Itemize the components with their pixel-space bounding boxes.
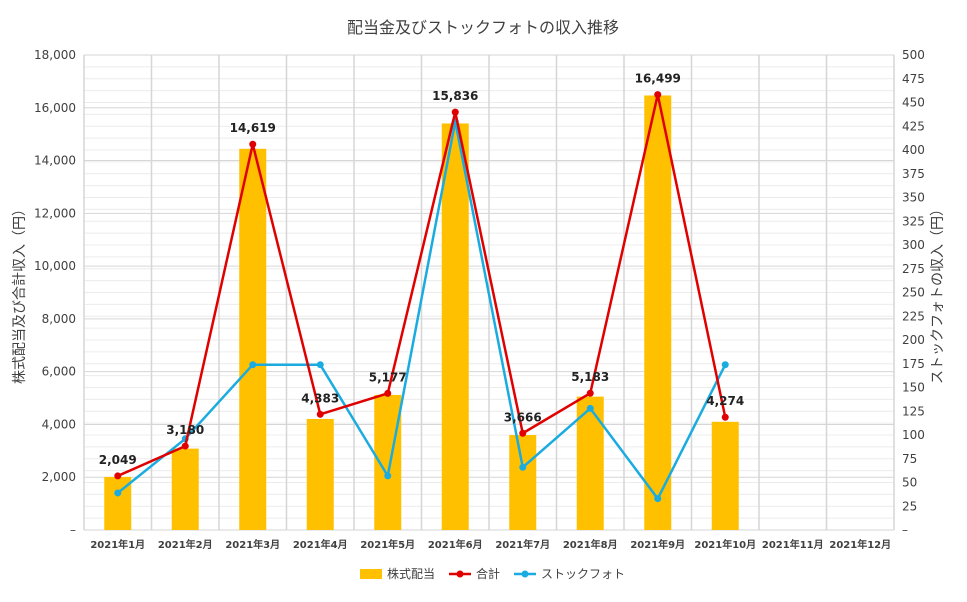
y-right-tick-label: 350 bbox=[902, 191, 925, 205]
x-category-label: 2021年6月 bbox=[428, 538, 483, 551]
legend-marker bbox=[456, 570, 464, 578]
data-point bbox=[316, 410, 324, 418]
y-right-tick-label: 175 bbox=[902, 357, 925, 371]
data-point bbox=[451, 108, 459, 116]
data-point bbox=[586, 389, 594, 397]
y-right-tick-label: 475 bbox=[902, 72, 925, 86]
data-point bbox=[721, 413, 729, 421]
x-category-label: 2021年12月 bbox=[829, 538, 891, 551]
y-left-tick-label: 16,000 bbox=[34, 101, 76, 115]
x-category-label: 2021年10月 bbox=[694, 538, 756, 551]
y-right-tick-label: 300 bbox=[902, 238, 925, 252]
data-point bbox=[114, 472, 122, 480]
y-right-tick-label: 325 bbox=[902, 214, 925, 228]
y-right-tick-label: 150 bbox=[902, 381, 925, 395]
y-right-tick-label: 25 bbox=[902, 499, 917, 513]
y-right-tick-label: – bbox=[902, 523, 908, 537]
y-right-tick-label: 375 bbox=[902, 167, 925, 181]
data-label: 14,619 bbox=[230, 121, 276, 135]
y-left-tick-label: – bbox=[70, 523, 76, 537]
bar bbox=[306, 418, 334, 530]
series-line bbox=[116, 120, 727, 500]
legend-item: ストックフォト bbox=[514, 567, 625, 581]
x-category-label: 2021年4月 bbox=[293, 538, 348, 551]
bar bbox=[239, 148, 267, 530]
x-category-label: 2021年2月 bbox=[158, 538, 213, 551]
data-point bbox=[384, 389, 392, 397]
y-right-axis-title: ストックフォトの収入（円） bbox=[930, 202, 946, 384]
data-point bbox=[316, 361, 324, 369]
data-point bbox=[721, 361, 729, 369]
y-right-tick-label: 250 bbox=[902, 286, 925, 300]
x-category-label: 2021年11月 bbox=[762, 538, 824, 551]
data-point bbox=[654, 495, 662, 503]
y-left-axis-title: 株式配当及び合計収入（円） bbox=[12, 202, 28, 384]
y-right-tick-label: 125 bbox=[902, 404, 925, 418]
y-right-tick-label: 75 bbox=[902, 452, 917, 466]
y-right-tick-label: 200 bbox=[902, 333, 925, 347]
data-label: 4,383 bbox=[301, 391, 339, 405]
y-left-tick-label: 18,000 bbox=[34, 48, 76, 62]
axis-ticks: – 2,000 4,000 6,000 8,000 10,000 12,000 14,000 1… bbox=[34, 48, 925, 551]
x-category-label: 2021年7月 bbox=[495, 538, 550, 551]
data-point bbox=[586, 404, 594, 412]
legend-label: ストックフォト bbox=[541, 567, 625, 581]
legend-swatch bbox=[360, 569, 382, 579]
data-point bbox=[384, 472, 392, 480]
data-label: 3,666 bbox=[504, 410, 542, 424]
legend-item: 株式配当 bbox=[360, 566, 435, 581]
x-category-label: 2021年8月 bbox=[563, 538, 618, 551]
y-right-tick-label: 450 bbox=[902, 96, 925, 110]
data-label: 3,180 bbox=[166, 423, 204, 437]
bar bbox=[644, 95, 672, 530]
line-series bbox=[114, 91, 729, 503]
data-point bbox=[654, 91, 662, 99]
data-label: 5,183 bbox=[571, 370, 609, 384]
data-point bbox=[249, 361, 257, 369]
y-left-tick-label: 10,000 bbox=[34, 259, 76, 273]
y-right-tick-label: 400 bbox=[902, 143, 925, 157]
chart-title: 配当金及びストックフォトの収入推移 bbox=[347, 18, 619, 37]
data-point bbox=[519, 429, 527, 437]
bar bbox=[441, 123, 469, 531]
data-label: 15,836 bbox=[432, 89, 478, 103]
bar bbox=[711, 421, 739, 530]
legend-label: 合計 bbox=[476, 566, 500, 581]
y-left-tick-label: 2,000 bbox=[42, 470, 76, 484]
y-left-tick-label: 14,000 bbox=[34, 154, 76, 168]
data-point bbox=[181, 442, 189, 450]
data-label: 5,177 bbox=[369, 370, 407, 384]
y-left-tick-label: 4,000 bbox=[42, 417, 76, 431]
data-point bbox=[249, 140, 257, 148]
y-right-tick-label: 50 bbox=[902, 476, 917, 490]
y-right-tick-label: 225 bbox=[902, 309, 925, 323]
y-right-tick-label: 100 bbox=[902, 428, 925, 442]
y-right-tick-label: 500 bbox=[902, 48, 925, 62]
legend: 株式配当 合計 ストックフォト bbox=[360, 566, 625, 581]
legend-marker bbox=[521, 570, 529, 578]
y-left-tick-label: 6,000 bbox=[42, 365, 76, 379]
y-left-tick-label: 12,000 bbox=[34, 206, 76, 220]
data-label: 16,499 bbox=[635, 72, 681, 86]
legend-item: 合計 bbox=[449, 566, 500, 581]
series-line bbox=[117, 93, 727, 478]
x-category-label: 2021年5月 bbox=[360, 538, 415, 551]
x-category-label: 2021年9月 bbox=[630, 538, 685, 551]
data-label: 4,274 bbox=[706, 394, 744, 408]
bar bbox=[509, 435, 537, 530]
gridlines bbox=[83, 54, 895, 531]
y-left-tick-label: 8,000 bbox=[42, 312, 76, 326]
y-right-tick-label: 275 bbox=[902, 262, 925, 276]
data-labels: 2,049 3,180 14,619 4,383 5,177 15,836 3,666 5,1… bbox=[99, 72, 744, 467]
legend-label: 株式配当 bbox=[387, 566, 435, 581]
x-category-label: 2021年1月 bbox=[90, 538, 145, 551]
x-category-label: 2021年3月 bbox=[225, 538, 280, 551]
data-label: 2,049 bbox=[99, 453, 137, 467]
y-right-tick-label: 425 bbox=[902, 119, 925, 133]
data-point bbox=[114, 489, 122, 497]
bar bbox=[171, 448, 199, 530]
data-point bbox=[519, 463, 527, 471]
